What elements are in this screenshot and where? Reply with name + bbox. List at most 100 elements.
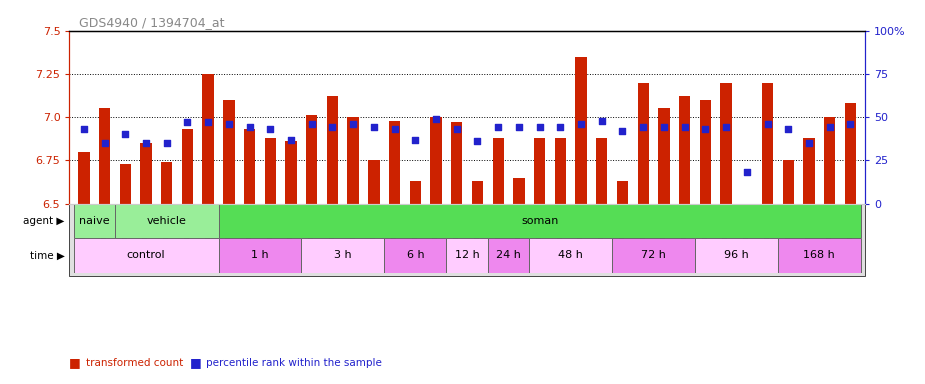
Point [346,121,361,127]
Point [781,126,796,132]
Point [760,121,775,127]
Point [595,118,610,124]
Point [450,126,464,132]
Bar [803,138,815,204]
Bar [218,204,861,238]
Point [180,119,195,126]
Bar [115,204,218,238]
Text: 12 h: 12 h [455,250,479,260]
Bar [472,181,483,204]
Point [284,136,299,142]
Text: control: control [127,250,166,260]
Bar [762,83,773,204]
Bar [73,204,115,238]
Point [615,128,630,134]
Text: agent ▶: agent ▶ [23,216,65,226]
Point [221,121,236,127]
Bar [778,238,861,273]
Bar [79,152,90,204]
Bar [575,57,586,204]
Bar [824,117,835,204]
Text: ■: ■ [69,356,81,369]
Point [242,124,257,131]
Point [139,140,154,146]
Text: 72 h: 72 h [641,250,666,260]
Bar [699,100,711,204]
Bar [384,238,447,273]
Point [635,124,650,131]
Bar [218,238,302,273]
Bar [529,238,612,273]
Bar [244,129,255,204]
Text: 48 h: 48 h [559,250,583,260]
Point [574,121,588,127]
Text: 1 h: 1 h [252,250,269,260]
Bar [161,162,172,204]
Bar [659,109,670,204]
Bar [617,181,628,204]
Bar [513,177,524,204]
Bar [695,238,778,273]
Point [657,124,672,131]
Bar [555,138,566,204]
Point [553,124,568,131]
Bar [368,161,379,204]
Bar [388,121,401,204]
Bar [487,238,529,273]
Bar [845,103,856,204]
Point [739,169,754,175]
Point [159,140,174,146]
Bar [447,238,487,273]
Bar [203,74,214,204]
Bar [534,138,546,204]
Text: 24 h: 24 h [496,250,521,260]
Text: percentile rank within the sample: percentile rank within the sample [206,358,382,368]
Text: GDS4940 / 1394704_at: GDS4940 / 1394704_at [79,16,224,29]
Point [532,124,547,131]
Point [802,140,817,146]
Bar [181,129,193,204]
Bar [430,117,442,204]
Bar [141,143,152,204]
Point [428,116,443,122]
Point [491,124,506,131]
Point [512,124,526,131]
Bar [783,161,794,204]
Point [388,126,402,132]
Point [201,119,216,126]
Bar [348,117,359,204]
Bar [99,109,110,204]
Bar [119,164,131,204]
Point [77,126,92,132]
Text: vehicle: vehicle [147,216,187,226]
Text: 6 h: 6 h [406,250,425,260]
Text: naive: naive [79,216,109,226]
Bar [637,83,649,204]
Bar [306,115,317,204]
Point [470,138,485,144]
Bar [596,138,608,204]
Point [263,126,278,132]
Text: transformed count: transformed count [86,358,183,368]
Bar [302,238,384,273]
Bar [410,181,421,204]
Text: 96 h: 96 h [724,250,749,260]
Bar [265,138,276,204]
Text: time ▶: time ▶ [30,250,65,260]
Point [366,124,381,131]
Text: 3 h: 3 h [334,250,352,260]
Point [822,124,837,131]
Bar [721,83,732,204]
Bar [285,141,297,204]
Bar [492,138,504,204]
Point [843,121,857,127]
Point [325,124,339,131]
Bar [327,96,339,204]
Point [97,140,112,146]
Point [304,121,319,127]
Point [677,124,692,131]
Point [719,124,734,131]
Bar [73,238,218,273]
Text: ■: ■ [190,356,202,369]
Text: 168 h: 168 h [804,250,835,260]
